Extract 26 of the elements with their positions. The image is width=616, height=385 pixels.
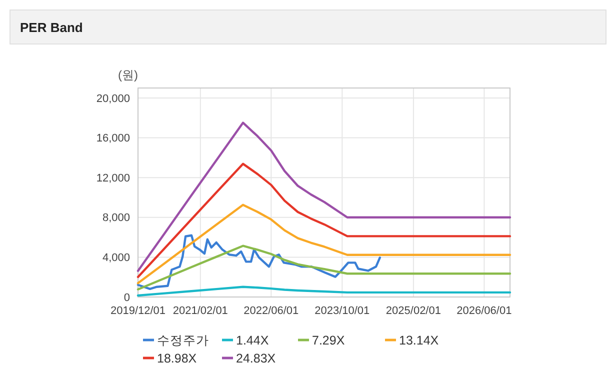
x-tick-label: 2021/02/01 — [172, 305, 228, 317]
x-tick-label: 2022/06/01 — [244, 305, 299, 317]
line-series — [136, 234, 382, 290]
line-series — [136, 122, 512, 272]
y-tick-label: 12,000 — [96, 172, 130, 184]
chart-title: PER Band — [20, 20, 83, 35]
line-series — [136, 204, 512, 284]
line-series — [136, 286, 512, 297]
legend-label: 수정주가 — [157, 333, 209, 348]
legend-label: 1.44X — [236, 333, 270, 348]
x-tick-label: 2019/12/01 — [110, 305, 166, 317]
line-series — [136, 162, 512, 278]
legend-label: 7.29X — [312, 333, 346, 348]
legend-label: 18.98X — [157, 351, 198, 366]
y-axis-title: (원) — [118, 68, 138, 82]
legend-label: 24.83X — [236, 351, 276, 366]
legend-label: 13.14X — [399, 333, 440, 348]
x-tick-label: 2026/06/01 — [456, 305, 512, 317]
y-tick-label: 20,000 — [96, 92, 130, 105]
y-tick-label: 16,000 — [96, 132, 130, 145]
y-tick-label: 4,000 — [102, 252, 130, 264]
line-series — [136, 244, 512, 290]
y-tick-label: 0 — [124, 292, 130, 304]
x-tick-label: 2025/02/01 — [386, 305, 441, 317]
y-tick-label: 8,000 — [102, 212, 130, 224]
x-tick-label: 2023/10/01 — [314, 305, 370, 317]
